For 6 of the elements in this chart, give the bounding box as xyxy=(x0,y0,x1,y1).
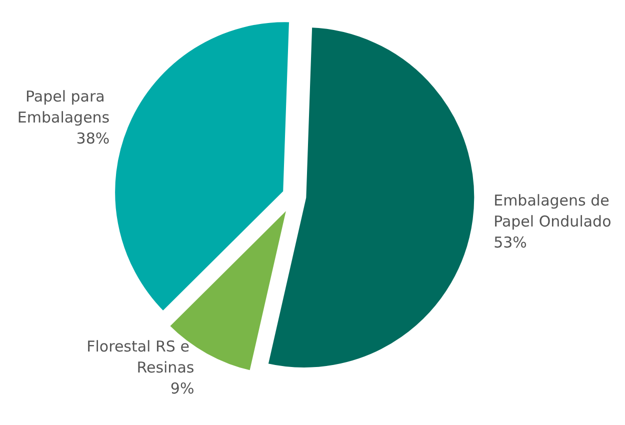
slice-label: Florestal RS e Resinas xyxy=(86,338,194,377)
slice-label: Embalagens de Papel Ondulado xyxy=(494,191,614,230)
data-label: 53% xyxy=(494,233,527,252)
slice-label: Papel para Embalagens xyxy=(17,88,110,127)
data-label: 9% xyxy=(170,380,194,398)
data-label: 38% xyxy=(76,130,110,148)
